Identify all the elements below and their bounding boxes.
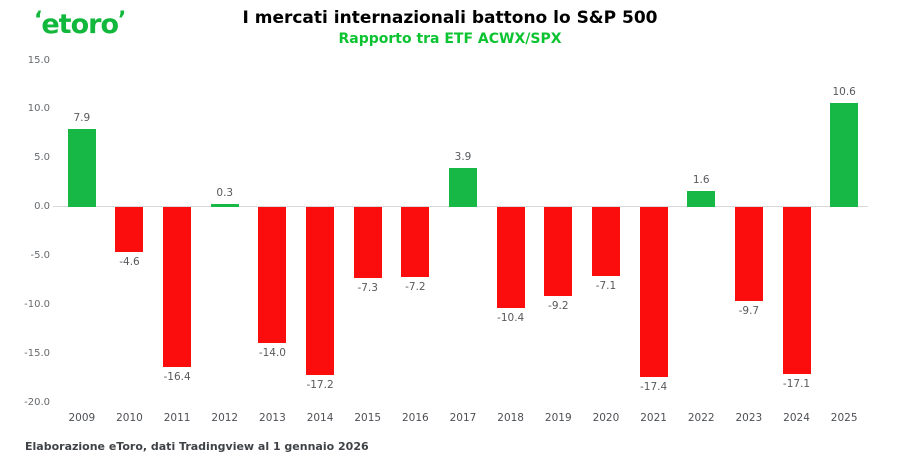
bar-2015 <box>353 206 382 278</box>
bar-value-label: -9.2 <box>548 300 569 313</box>
bar-2011 <box>163 206 192 367</box>
bar-2022 <box>687 190 716 207</box>
bar-value-label: -7.2 <box>405 280 426 293</box>
x-tick-label: 2022 <box>687 412 715 424</box>
bar-value-label: -17.2 <box>306 378 334 391</box>
source-note: Elaborazione eToro, dati Tradingview al … <box>25 440 369 453</box>
bar-value-label: -9.7 <box>738 305 760 318</box>
x-tick-label: 2021 <box>640 412 667 424</box>
bar-value-label: -17.1 <box>782 377 811 390</box>
bar-value-label: -16.4 <box>163 370 191 383</box>
bar-2012 <box>210 203 239 207</box>
bar-2018 <box>496 206 525 309</box>
bar-value-label: 10.6 <box>832 85 856 98</box>
bar-value-label: 0.3 <box>216 186 234 199</box>
bar-2017 <box>449 168 477 207</box>
x-tick-label: 2017 <box>449 412 477 424</box>
bar-2009 <box>67 129 96 207</box>
bar-2019 <box>544 206 573 297</box>
bar-2010 <box>115 206 144 252</box>
x-tick-label: 2010 <box>116 412 143 424</box>
bar-value-label: -14.0 <box>258 347 286 360</box>
bar-2024 <box>782 206 811 374</box>
x-tick-label: 2019 <box>544 412 572 424</box>
y-tick-label: -15.0 <box>24 347 50 359</box>
plot-area: 7.9 -4.6 -16.4 0.3 -14.0 -17.2 -7.3 -7.2 3.9 -10.… <box>53 60 868 402</box>
y-tick-label: 15.0 <box>27 54 50 66</box>
y-tick-label: -5.0 <box>30 249 50 261</box>
bar-2023 <box>734 206 763 302</box>
y-tick-label: -10.0 <box>24 298 50 310</box>
x-tick-label: 2023 <box>735 412 763 424</box>
x-tick-label: 2015 <box>354 412 382 424</box>
bar-value-label: 3.9 <box>454 151 472 164</box>
etoro-logo: ‘etoro’ <box>34 4 126 42</box>
bar-value-label: -7.3 <box>357 281 378 294</box>
bar-2016 <box>401 206 430 277</box>
x-tick-label: 2012 <box>211 412 239 424</box>
bar-2025 <box>830 102 859 207</box>
x-tick-label: 2011 <box>163 412 191 424</box>
zero-axis-line <box>53 206 868 208</box>
bar-value-label: 7.9 <box>73 112 91 125</box>
x-tick-label: 2009 <box>68 412 96 424</box>
bar-2014 <box>306 206 335 375</box>
bar-2020 <box>591 206 620 276</box>
chart-subtitle: Rapporto tra ETF ACWX/SPX <box>338 31 562 47</box>
x-tick-label: 2025 <box>830 412 858 424</box>
y-tick-label: 5.0 <box>34 152 50 164</box>
bar-value-label: 1.6 <box>692 173 710 186</box>
logo-text: etoro <box>41 9 119 40</box>
bar-value-label: -4.6 <box>119 255 140 268</box>
logo-left-horn-icon: ‘ <box>34 8 42 33</box>
bar-value-label: -17.4 <box>639 380 668 393</box>
x-tick-label: 2016 <box>401 412 429 424</box>
bar-2013 <box>258 206 287 344</box>
y-tick-label: 0.0 <box>34 201 50 213</box>
x-tick-label: 2014 <box>306 412 334 424</box>
x-tick-label: 2018 <box>497 412 524 424</box>
x-tick-label: 2013 <box>259 412 286 424</box>
chart-title: I mercati internazionali battono lo S&P … <box>242 8 658 28</box>
bar-value-label: -7.1 <box>595 279 617 292</box>
logo-right-horn-icon: ’ <box>118 8 126 33</box>
x-tick-label: 2020 <box>592 412 620 424</box>
y-tick-label: 10.0 <box>27 103 50 115</box>
x-tick-label: 2024 <box>783 412 810 424</box>
y-tick-label: -20.0 <box>24 396 50 408</box>
bar-2021 <box>639 206 668 377</box>
bar-value-label: -10.4 <box>497 312 525 325</box>
